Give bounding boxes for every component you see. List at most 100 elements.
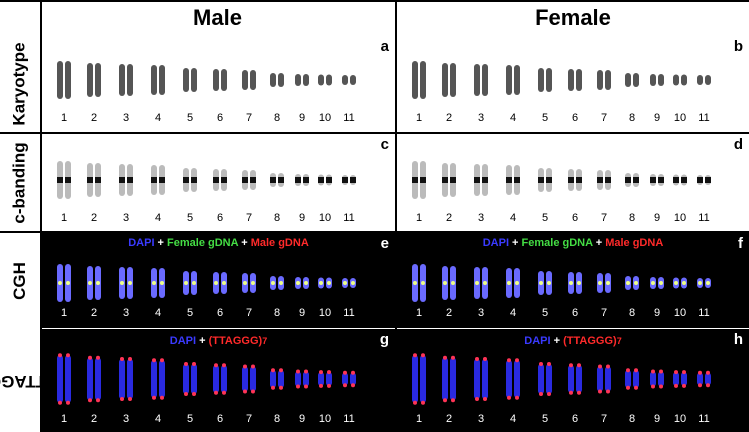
telomere-signal — [251, 364, 255, 369]
chromosome — [474, 359, 480, 399]
chromosome — [546, 68, 552, 92]
telomere-signal — [319, 370, 323, 375]
cgh-signal — [626, 281, 630, 285]
caption-probe: (TTAGGG) — [563, 335, 617, 347]
chromosome-number: 11 — [343, 212, 355, 224]
cgh-signal — [243, 281, 247, 285]
chromosome — [342, 75, 348, 85]
chromosome-number: 1 — [60, 413, 68, 425]
chromosome-number: 1 — [60, 212, 68, 224]
telomere-signal — [475, 397, 479, 401]
chromosome — [546, 364, 552, 394]
telomere-signal — [88, 398, 92, 403]
cgh-signal — [304, 281, 308, 285]
telomere-signal — [421, 353, 425, 358]
chromosome-number: 8 — [628, 307, 636, 319]
row-label-cgh-text: CGH — [10, 261, 29, 300]
heterochromatin-band — [681, 177, 687, 183]
grid-line — [395, 0, 397, 432]
caption-plus: + — [238, 237, 251, 249]
chromosome — [318, 74, 324, 86]
chromosome-number: 6 — [216, 112, 224, 124]
panel-e-cgh-male: e DAPI + Female gDNA + Male gDNA 1 2 3 4 5 6 7… — [42, 233, 395, 328]
chromosome — [412, 61, 418, 99]
cgh-signal — [682, 281, 686, 285]
caption-dapi: DAPI — [169, 335, 197, 347]
panel-c-cbanding-male: c 1 2 3 4 5 6 7 8 9 10 11 — [42, 134, 395, 232]
chromosome — [57, 355, 63, 403]
cgh-signal — [184, 281, 188, 285]
cgh-signal — [475, 281, 479, 285]
chromosome — [159, 360, 165, 398]
chromosome-pairs — [412, 161, 711, 199]
telomere-signal — [507, 358, 511, 363]
telomere-signal — [443, 398, 447, 403]
cgh-signal — [539, 281, 543, 285]
chromosome — [270, 73, 276, 87]
chromosome — [442, 63, 448, 97]
cgh-signal — [651, 281, 655, 285]
chromosome-number: 2 — [90, 112, 98, 124]
chromosome — [278, 370, 284, 388]
chromosome — [597, 366, 603, 392]
chromosome-number: 2 — [90, 212, 98, 224]
chromosome-number: 2 — [445, 413, 453, 425]
telomere-signal — [539, 362, 543, 366]
telomere-signal — [243, 389, 247, 394]
column-header-male: Male — [193, 5, 242, 30]
chromosome-number: 4 — [154, 413, 162, 425]
heterochromatin-band — [95, 177, 101, 183]
chromosome-number: 9 — [298, 212, 306, 224]
cgh-signal — [351, 281, 355, 285]
chromosome — [650, 371, 656, 387]
chromosome-number: 2 — [90, 307, 98, 319]
chromosome-number: 5 — [541, 307, 549, 319]
telomere-signal — [483, 397, 487, 401]
chromosome — [673, 372, 679, 386]
telomere-signal — [279, 385, 283, 390]
chromosome — [514, 65, 520, 95]
chromosome-number: 11 — [343, 307, 355, 319]
row-label-cbanding: c-banding — [0, 133, 40, 232]
cgh-signal — [279, 281, 283, 285]
chromosome-number: 11 — [698, 112, 710, 124]
cgh-signal — [515, 281, 519, 285]
heterochromatin-band — [318, 177, 324, 183]
chromosome-number: 3 — [122, 112, 130, 124]
chromosome — [697, 372, 703, 386]
telomere-signal — [515, 358, 519, 363]
caption-dapi: DAPI — [128, 237, 155, 249]
chromosome-number: 9 — [653, 212, 661, 224]
telomere-signal — [651, 369, 655, 374]
chromosome — [568, 365, 574, 393]
chromosome-pairs — [57, 264, 356, 302]
caption-dapi: DAPI — [482, 237, 509, 249]
telomere-signal — [184, 392, 188, 396]
chromosome — [221, 69, 227, 91]
chromosome-number: 10 — [318, 112, 332, 124]
telomere-signal — [421, 400, 425, 405]
cgh-caption-female: DAPI + Female gDNA + Male gDNA — [397, 237, 749, 249]
telomere-signal — [569, 390, 573, 395]
telomere-signal — [577, 363, 581, 368]
cgh-signal — [214, 281, 218, 285]
telomere-signal — [547, 392, 551, 396]
heterochromatin-band — [242, 177, 248, 183]
telomere-signal — [319, 383, 323, 388]
telomere-signal — [682, 383, 686, 388]
fish-caption-female: DAPI + (TTAGGG)7 — [397, 335, 749, 347]
telomere-signal — [251, 389, 255, 394]
caption-plus: + — [550, 335, 564, 347]
chromosome-number: 11 — [698, 212, 710, 224]
chromosome-pairs — [412, 353, 711, 405]
heterochromatin-band — [576, 177, 582, 183]
chromosome — [221, 365, 227, 393]
chromosome — [151, 65, 157, 95]
telomere-signal — [192, 362, 196, 366]
panel-label-h: h — [733, 331, 743, 348]
cgh-signal — [160, 281, 164, 285]
caption-dapi: DAPI — [524, 335, 551, 347]
row-label-cgh: CGH — [0, 233, 40, 328]
telomere-signal — [606, 364, 610, 369]
